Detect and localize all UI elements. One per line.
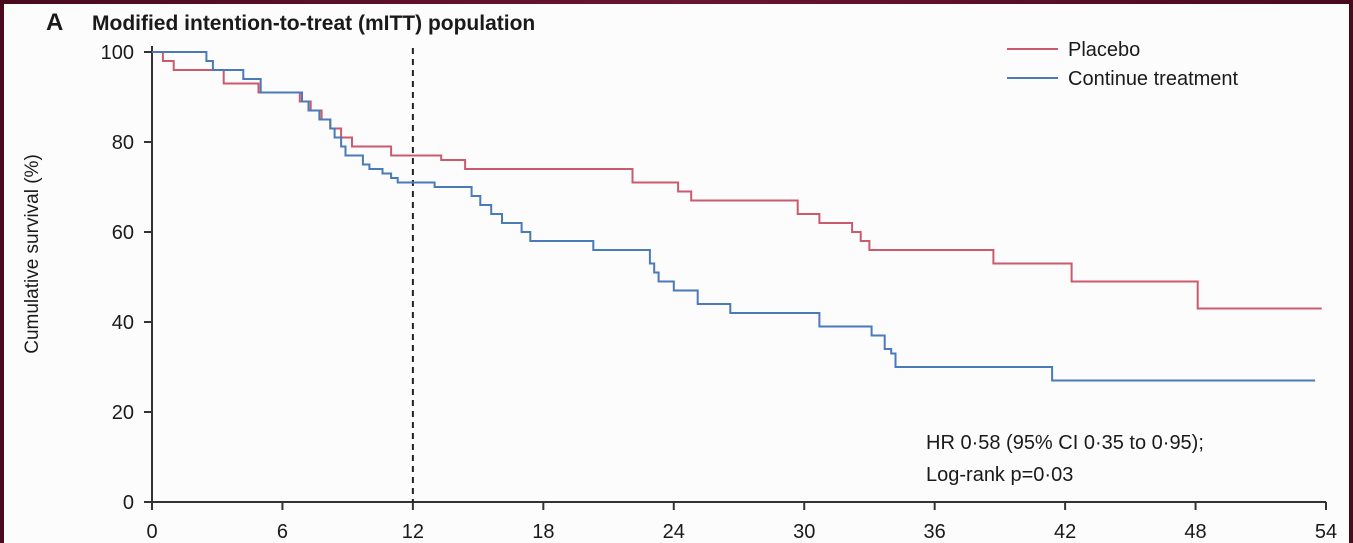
x-tick-label: 36	[924, 521, 946, 543]
series-line-continue-treatment	[152, 51, 1316, 382]
x-tick-label: 12	[402, 521, 424, 543]
series-group	[152, 51, 1322, 382]
y-tick-label: 60	[112, 222, 134, 244]
stats-annotation: HR 0·58 (95% CI 0·35 to 0·95); Log-rank …	[926, 432, 1204, 486]
legend-label-continue: Continue treatment	[1068, 68, 1239, 90]
x-tick-label: 24	[663, 521, 685, 543]
x-tick-label: 42	[1054, 521, 1076, 543]
hazard-ratio-text: HR 0·58 (95% CI 0·35 to 0·95);	[926, 432, 1204, 454]
series-line-placebo	[152, 51, 1322, 310]
x-tick-label: 0	[146, 521, 157, 543]
survival-chart: A Modified intention-to-treat (mITT) pop…	[22, 9, 1338, 543]
x-tick-label: 18	[532, 521, 554, 543]
y-tick-label: 100	[101, 42, 134, 64]
panel-letter: A	[46, 9, 63, 36]
y-tick-label: 20	[112, 402, 134, 424]
legend-label-placebo: Placebo	[1068, 39, 1140, 61]
y-axis-label: Cumulative survival (%)	[22, 154, 43, 354]
y-tick-label: 40	[112, 312, 134, 334]
x-tick-label: 48	[1184, 521, 1206, 543]
chart-panel: A Modified intention-to-treat (mITT) pop…	[4, 4, 1349, 543]
axes-group: 0 20 40 60 80 100 0 6 12 18 24 30 36 42 48 54	[101, 42, 1338, 543]
log-rank-text: Log-rank p=0·03	[926, 464, 1073, 486]
chart-title: Modified intention-to-treat (mITT) popul…	[92, 12, 535, 35]
legend: Placebo Continue treatment	[1007, 39, 1239, 90]
x-tick-label: 6	[277, 521, 288, 543]
y-tick-label: 80	[112, 132, 134, 154]
x-tick-label: 30	[793, 521, 815, 543]
x-tick-label: 54	[1315, 521, 1337, 543]
y-tick-label: 0	[123, 492, 134, 514]
